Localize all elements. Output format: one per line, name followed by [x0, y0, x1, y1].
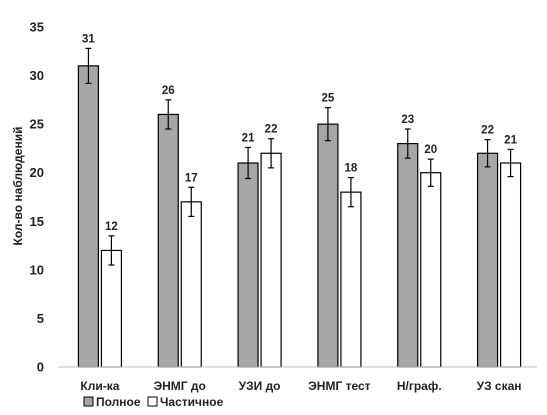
y-tick-label: 15 [30, 214, 44, 229]
y-tick-label: 10 [30, 262, 44, 277]
y-axis-label: Кол-во наблюдений [11, 127, 25, 246]
x-tick-label: УЗ скан [477, 379, 522, 393]
bar-partial [499, 162, 522, 368]
bar-full [476, 152, 499, 368]
x-tick-label: ЭНМГ тест [308, 379, 370, 393]
x-axis: Кли-ка ЭНМГ до УЗИ до ЭНМГ тест Н/граф. УЗ ск… [58, 366, 537, 393]
bar-full [317, 123, 339, 368]
data-label: 18 [345, 163, 358, 175]
data-label: 23 [401, 114, 414, 126]
bar-partial [340, 191, 362, 368]
y-tick-label: 5 [37, 311, 44, 326]
data-label: 25 [322, 93, 335, 105]
x-tick-label: ЭНМГ до [154, 379, 206, 393]
bar-partial [420, 172, 442, 368]
x-tick-label: Кли-ка [80, 379, 119, 393]
bar-full [157, 113, 179, 368]
legend-swatch [83, 396, 94, 407]
data-label: 12 [105, 221, 118, 233]
y-tick-label: 30 [30, 68, 44, 83]
legend-label: Частичное [160, 395, 224, 409]
data-label: 20 [424, 144, 437, 156]
bars: 31 12 26 17 21 22 25 18 23 20 22 21 [77, 33, 522, 368]
y-tick-label: 20 [30, 165, 44, 180]
y-tick-label: 25 [30, 117, 44, 132]
bar-partial [180, 201, 202, 368]
data-label: 17 [185, 172, 198, 184]
y-axis: 0 5 10 15 20 25 30 35 [30, 20, 44, 375]
data-label: 21 [242, 132, 255, 144]
bar-partial [100, 249, 123, 368]
bar-full [237, 162, 259, 368]
legend: Полное Частичное [83, 395, 224, 409]
legend-label: Полное [96, 395, 141, 409]
x-tick-label: УЗИ до [239, 379, 281, 393]
y-tick-label: 0 [37, 360, 44, 375]
bar-full [77, 65, 100, 368]
data-label: 21 [504, 134, 517, 146]
bar-full [397, 142, 419, 368]
data-label: 22 [265, 124, 278, 136]
data-label: 22 [481, 125, 494, 137]
legend-swatch [147, 396, 158, 407]
y-tick-label: 35 [30, 20, 44, 35]
x-tick-label: Н/граф. [397, 379, 442, 393]
data-label: 31 [82, 33, 95, 45]
bar-partial [260, 152, 282, 368]
data-label: 26 [162, 85, 175, 97]
